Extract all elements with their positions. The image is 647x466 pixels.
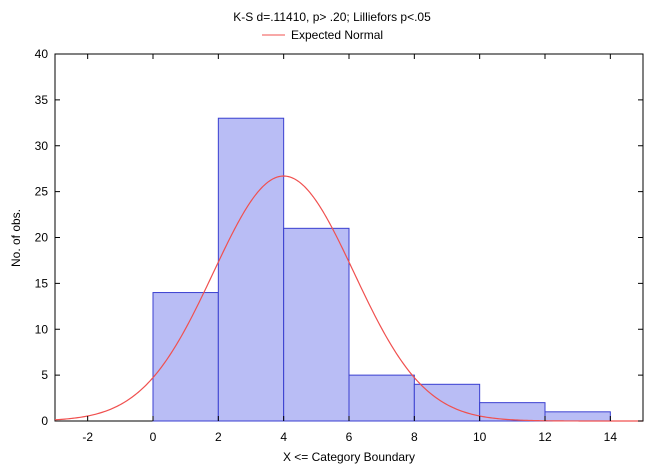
x-tick-label: -2 (82, 430, 93, 444)
x-tick-label: 4 (280, 430, 287, 444)
x-tick-label: 2 (215, 430, 222, 444)
y-tick-label: 5 (41, 368, 48, 382)
x-tick-label: 6 (346, 430, 353, 444)
y-tick-label: 25 (35, 185, 49, 199)
y-axis-label: No. of obs. (9, 209, 23, 267)
y-tick-label: 40 (35, 47, 49, 61)
histogram-bar (283, 227, 350, 422)
histogram-bar (217, 117, 285, 422)
x-axis-label: X <= Category Boundary (283, 450, 415, 464)
y-tick-label: 0 (41, 414, 48, 428)
histogram-bars (152, 117, 611, 422)
x-tick-label: 14 (604, 430, 618, 444)
x-tick-label: 0 (150, 430, 157, 444)
x-tick-label: 10 (473, 430, 487, 444)
histogram-bar (152, 292, 219, 422)
y-tick-label: 30 (35, 139, 49, 153)
x-tick-label: 12 (538, 430, 552, 444)
y-tick-label: 35 (35, 93, 49, 107)
histogram-bar (544, 411, 611, 422)
y-tick-label: 10 (35, 322, 49, 336)
histogram-bar (348, 374, 415, 422)
x-axis-ticks: -2 0 2 4 6 8 10 12 14 (82, 54, 617, 444)
x-tick-label: 8 (411, 430, 418, 444)
y-tick-label: 15 (35, 276, 49, 290)
y-tick-label: 20 (35, 231, 49, 245)
chart-title: K-S d=.11410, p> .20; Lilliefors p<.05 (233, 10, 431, 24)
histogram-bar (413, 383, 481, 422)
legend-label: Expected Normal (291, 28, 383, 42)
y-axis-ticks: 0 5 10 15 20 25 30 35 40 (35, 47, 643, 428)
